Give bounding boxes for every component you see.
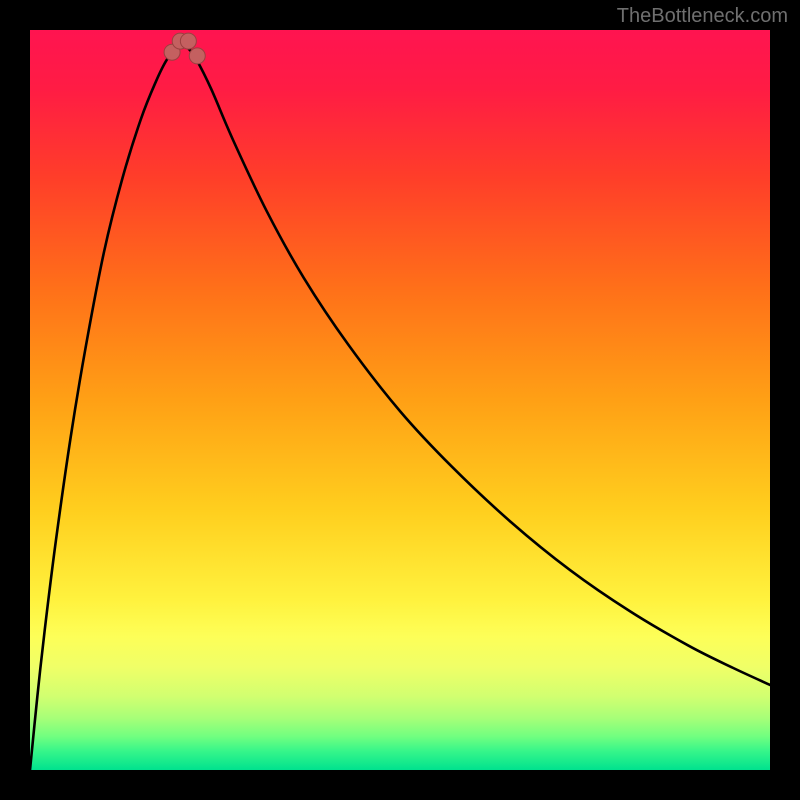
curve-layer: [30, 30, 770, 770]
optimum-markers: [164, 33, 205, 64]
optimum-marker: [180, 33, 196, 49]
chart-stage: TheBottleneck.com: [0, 0, 800, 800]
optimum-marker: [189, 48, 205, 64]
bottleneck-curve: [30, 46, 770, 770]
watermark-text: TheBottleneck.com: [617, 5, 788, 28]
plot-area: [30, 30, 770, 770]
